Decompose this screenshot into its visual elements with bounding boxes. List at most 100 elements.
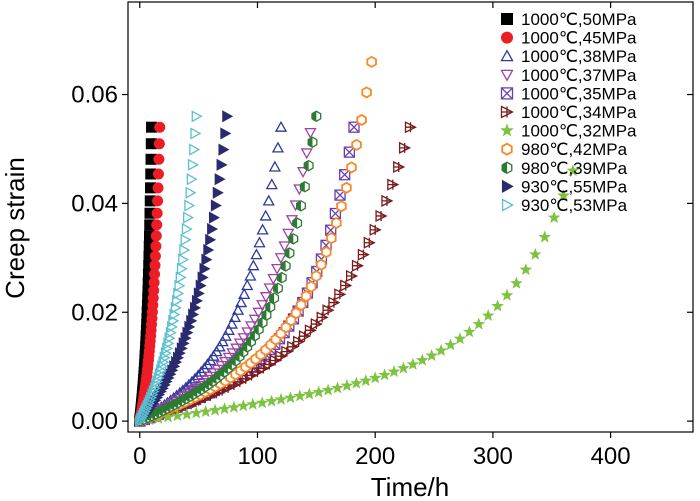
data-point — [259, 292, 273, 304]
data-point — [241, 279, 254, 291]
data-point — [298, 330, 312, 343]
data-point — [250, 248, 263, 260]
data-point — [178, 253, 190, 266]
data-point — [295, 200, 306, 212]
legend-label: 1000℃,45MPa — [521, 29, 637, 48]
legend-label: 980℃,42MPa — [521, 140, 628, 159]
data-point — [293, 389, 307, 402]
data-point — [566, 164, 580, 177]
data-point — [351, 138, 362, 151]
data-point — [203, 243, 215, 257]
legend-item: 930℃,53MPa — [501, 196, 628, 215]
data-point — [557, 189, 570, 202]
data-point — [296, 167, 310, 179]
data-point — [274, 253, 287, 265]
data-point — [300, 148, 313, 160]
data-point — [404, 121, 417, 134]
data-point — [444, 338, 457, 351]
data-point — [156, 364, 167, 377]
data-point — [288, 233, 299, 245]
data-point — [304, 127, 317, 139]
data-point — [491, 299, 504, 312]
data-point — [343, 146, 355, 158]
data-point — [500, 49, 514, 62]
data-point — [230, 343, 243, 355]
data-point — [189, 143, 201, 156]
data-point — [270, 263, 284, 275]
data-point — [153, 371, 165, 385]
data-point — [231, 303, 245, 315]
plot-area — [133, 55, 580, 428]
data-point — [228, 311, 242, 323]
data-point — [181, 222, 193, 236]
y-tick-label: 0.02 — [71, 299, 118, 326]
data-point — [292, 217, 303, 229]
data-point — [252, 307, 265, 319]
data-point — [180, 233, 192, 246]
data-point — [501, 179, 514, 194]
data-point — [140, 405, 152, 418]
data-point — [238, 288, 251, 299]
data-point — [171, 409, 184, 422]
data-point — [159, 351, 171, 364]
series — [135, 110, 203, 428]
legend-label: 1000℃,38MPa — [521, 47, 637, 66]
data-point — [284, 391, 297, 404]
data-point — [183, 211, 195, 224]
x-tick-label: 400 — [591, 443, 631, 470]
data-point — [214, 173, 226, 186]
data-point — [256, 300, 269, 312]
data-point — [208, 211, 220, 224]
data-point — [271, 141, 285, 153]
data-point — [237, 399, 250, 412]
data-point — [302, 387, 316, 400]
data-point — [387, 365, 401, 378]
data-point — [500, 69, 514, 82]
data-point — [393, 160, 406, 174]
data-point — [463, 325, 476, 338]
data-point — [197, 271, 209, 284]
x-tick-label: 200 — [355, 443, 395, 470]
data-point — [310, 270, 322, 283]
data-point — [500, 288, 514, 301]
data-point — [174, 279, 186, 292]
data-point — [216, 158, 228, 171]
legend-label: 1000℃,34MPa — [521, 103, 637, 122]
y-axis-ticks: 0.00 0.02 0.04 0.06 — [71, 82, 693, 435]
data-point — [199, 405, 212, 418]
data-point — [312, 385, 325, 398]
legend-item: 1000℃,45MPa — [501, 29, 637, 48]
data-point — [152, 182, 164, 194]
legend-item: 1000℃,50MPa — [501, 10, 637, 29]
data-point — [141, 402, 153, 415]
data-point — [186, 173, 198, 186]
data-point — [246, 397, 260, 410]
data-point — [267, 274, 280, 285]
legend-item: 930℃,55MPa — [501, 177, 628, 196]
data-point — [262, 194, 275, 206]
data-point — [195, 279, 207, 292]
data-point — [357, 248, 370, 261]
data-point — [304, 324, 317, 337]
legend-item: 1000℃,32MPa — [500, 122, 637, 141]
data-point — [284, 247, 295, 259]
data-point — [310, 318, 323, 331]
legend-item: 1000℃,35MPa — [500, 84, 637, 103]
data-point — [341, 181, 352, 194]
data-point — [368, 371, 382, 384]
data-point — [299, 180, 310, 193]
data-point — [189, 406, 203, 419]
data-point — [369, 223, 382, 236]
data-point — [397, 361, 410, 374]
data-point — [207, 222, 219, 236]
data-point — [152, 375, 164, 388]
legend-label: 1000℃,35MPa — [521, 84, 637, 103]
y-tick-label: 0.04 — [71, 190, 118, 217]
data-point — [154, 368, 166, 381]
data-point — [500, 87, 514, 100]
data-point — [334, 288, 347, 301]
data-point — [265, 301, 276, 313]
data-point — [158, 356, 170, 369]
data-point — [222, 323, 235, 335]
data-point — [248, 314, 261, 326]
